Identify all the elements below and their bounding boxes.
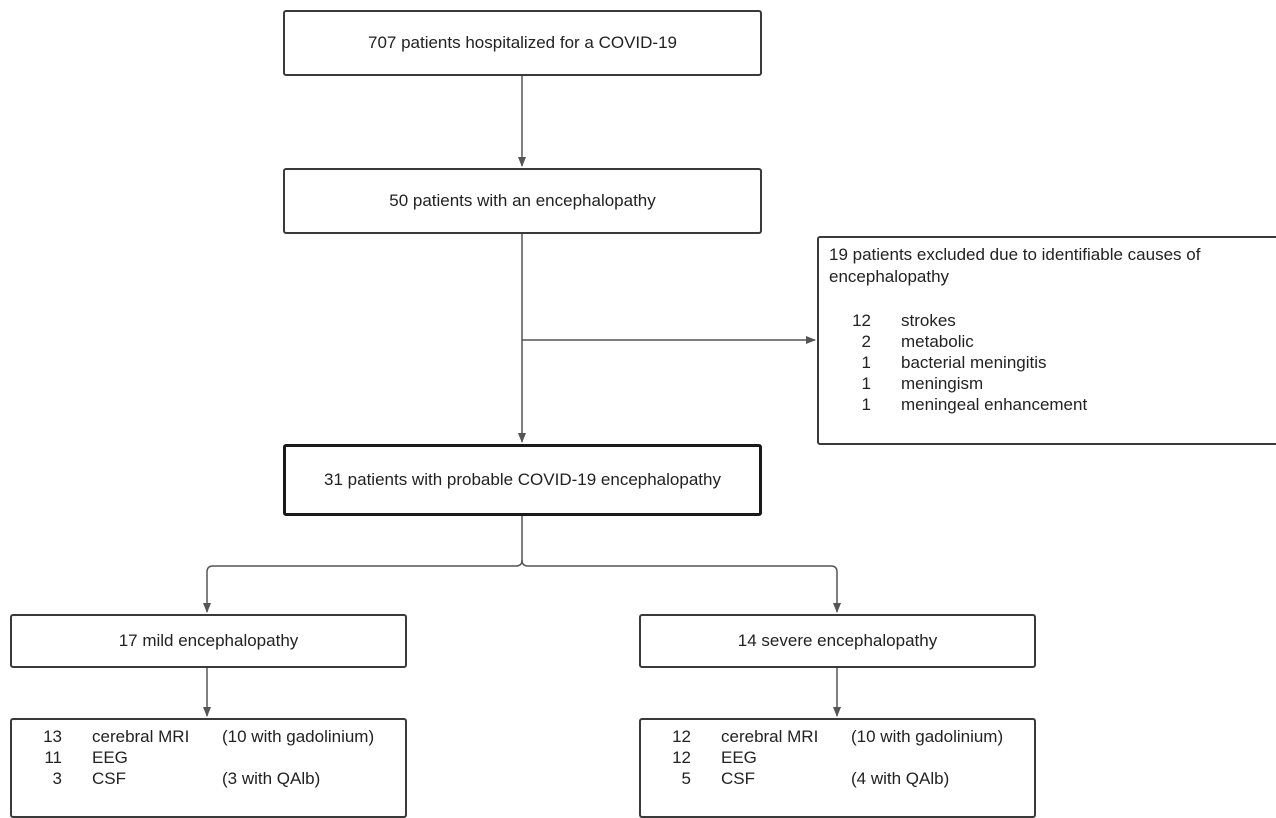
box-severe-encephalopathy: 14 severe encephalopathy xyxy=(639,614,1036,668)
test-count: 5 xyxy=(681,769,691,788)
test-count: 12 xyxy=(672,727,691,746)
box-probable-encephalopathy: 31 patients with probable COVID-19 encep… xyxy=(283,444,762,516)
excluded-count: 1 xyxy=(861,395,871,414)
box-mild-encephalopathy: 17 mild encephalopathy xyxy=(10,614,407,668)
excluded-count: 1 xyxy=(861,353,871,372)
mild-label: 17 mild encephalopathy xyxy=(118,631,299,650)
test-count: 12 xyxy=(672,748,691,767)
excluded-item: 12 strokes xyxy=(829,310,1267,331)
test-note: (4 with QAlb) xyxy=(851,769,950,788)
test-note: (3 with QAlb) xyxy=(222,769,321,788)
excluded-count: 12 xyxy=(852,311,871,330)
split-connector-right xyxy=(521,559,841,613)
test-count: 13 xyxy=(43,727,62,746)
excluded-cause: bacterial meningitis xyxy=(901,353,1047,372)
test-name: EEG xyxy=(92,748,128,767)
test-row: 3 CSF (3 with QAlb) xyxy=(12,768,405,789)
excluded-count: 1 xyxy=(861,374,871,393)
excluded-cause: meningism xyxy=(901,374,984,393)
test-row: 11 EEG xyxy=(12,747,405,768)
test-name: CSF xyxy=(721,769,755,788)
test-note: (10 with gadolinium) xyxy=(851,727,1004,746)
test-count: 11 xyxy=(44,748,62,767)
connector-lines xyxy=(203,76,841,717)
test-count: 3 xyxy=(52,769,62,788)
excluded-count: 2 xyxy=(861,332,871,351)
excluded-item: 1 meningeal enhancement xyxy=(829,394,1267,415)
test-note: (10 with gadolinium) xyxy=(222,727,375,746)
test-row: 5 CSF (4 with QAlb) xyxy=(641,768,1034,789)
box-total-patients: 707 patients hospitalized for a COVID-19 xyxy=(283,10,762,76)
test-row: 13 cerebral MRI (10 with gadolinium) xyxy=(12,726,405,747)
excluded-item: 2 metabolic xyxy=(829,331,1267,352)
probable-label: 31 patients with probable COVID-19 encep… xyxy=(324,470,721,489)
excluded-cause: strokes xyxy=(901,311,956,330)
test-row: 12 EEG xyxy=(641,747,1034,768)
severe-label: 14 severe encephalopathy xyxy=(737,631,938,650)
box-excluded: 19 patients excluded due to identifiable… xyxy=(817,236,1276,445)
test-row: 12 cerebral MRI (10 with gadolinium) xyxy=(641,726,1034,747)
box-encephalopathy: 50 patients with an encephalopathy xyxy=(283,168,762,234)
excluded-item: 1 meningism xyxy=(829,373,1267,394)
box-severe-tests: 12 cerebral MRI (10 with gadolinium) 12 … xyxy=(639,718,1036,818)
excluded-title: 19 patients excluded due to identifiable… xyxy=(829,245,1201,286)
split-connector xyxy=(203,516,523,613)
test-name: cerebral MRI xyxy=(92,727,190,746)
excluded-cause: metabolic xyxy=(901,332,974,351)
total-patients-label: 707 patients hospitalized for a COVID-19 xyxy=(367,33,677,52)
encephalopathy-label: 50 patients with an encephalopathy xyxy=(389,191,656,210)
box-mild-tests: 13 cerebral MRI (10 with gadolinium) 11 … xyxy=(10,718,407,818)
test-name: CSF xyxy=(92,769,126,788)
test-name: cerebral MRI xyxy=(721,727,819,746)
test-name: EEG xyxy=(721,748,757,767)
excluded-item: 1 bacterial meningitis xyxy=(829,352,1267,373)
excluded-cause: meningeal enhancement xyxy=(901,395,1088,414)
